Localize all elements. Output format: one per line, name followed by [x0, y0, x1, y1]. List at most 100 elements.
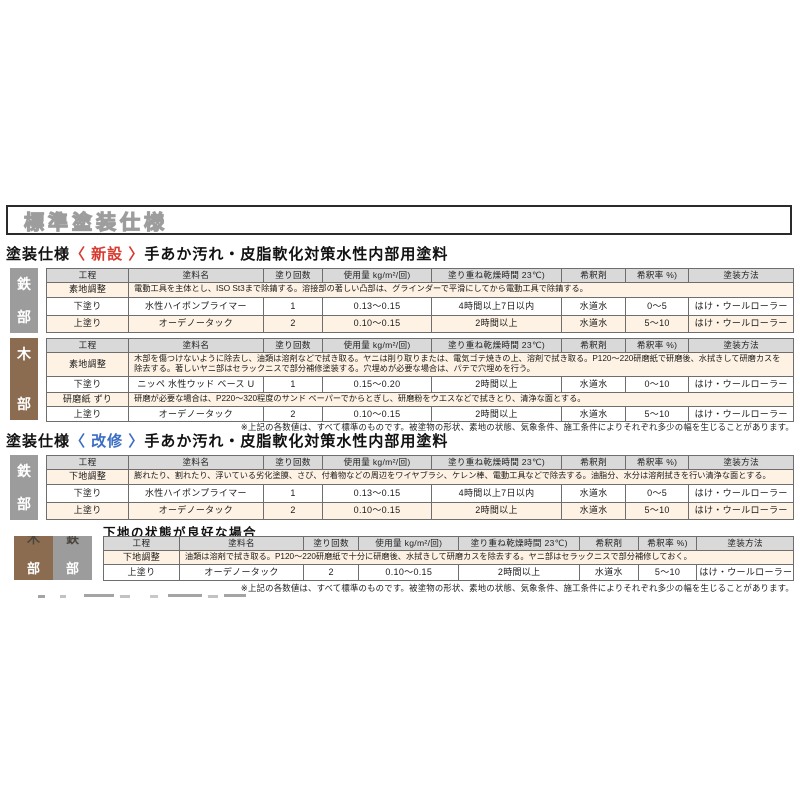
cell-diluent: 水道水	[561, 406, 626, 423]
cell-method: はけ・ウールローラー	[688, 483, 794, 503]
cell-dry-time: 2時間以上	[458, 563, 581, 581]
side-label-char-clipped: 木	[26, 536, 40, 546]
column-header: 塗り回数	[262, 338, 324, 353]
cell-dilution-rate: 5～10	[624, 314, 690, 333]
column-header: 塗り回数	[262, 268, 324, 283]
cell-dry-time: 2時間以上	[430, 314, 563, 333]
section-tag-renovation: 〈 改修 〉	[70, 433, 145, 450]
cell-dilution-rate: 0～10	[624, 376, 690, 394]
section-heading-renovation: 塗装仕様〈 改修 〉手あか汚れ・皮脂軟化対策水性内部用塗料	[6, 430, 448, 451]
cell-sanding-desc: 研磨が必要な場合は、P220～320程度のサンド ペーパーでからとぎし、研磨粉を…	[128, 392, 794, 408]
cell-dilution-rate: 0～5	[624, 296, 690, 316]
cell-dry-time: 2時間以上	[430, 501, 563, 520]
side-label-char: 部	[65, 561, 79, 576]
cell-paint: 水性ハイポンプライマー	[128, 483, 264, 503]
cell-coats: 2	[303, 563, 360, 581]
section-heading-new: 塗装仕様〈 新設 〉手あか汚れ・皮脂軟化対策水性内部用塗料	[6, 243, 448, 264]
cell-coats: 2	[262, 406, 324, 423]
cell-diluent: 水道水	[579, 563, 639, 581]
standard-spec-banner: 標準塗装仕様	[6, 205, 792, 235]
cell-dilution-rate: 5～10	[624, 501, 690, 520]
cell-diluent: 水道水	[561, 376, 626, 394]
cell-usage: 0.15～0.20	[322, 376, 432, 394]
cell-process: 上塗り	[45, 314, 130, 333]
cell-usage: 0.10～0.15	[322, 314, 432, 333]
column-header: 使用量 kg/m²/回)	[322, 455, 432, 470]
standard-values-note: ※上記の各数値は、すべて標準のものです。被塗物の形状、素地の状態、気象条件、施工…	[240, 583, 794, 593]
section-tag-new: 〈 新設 〉	[70, 246, 145, 263]
column-header: 希釈率 %)	[624, 455, 690, 470]
column-header: 塗装方法	[696, 536, 794, 551]
column-header: 塗り重ね乾燥時間 23℃)	[430, 268, 563, 283]
spec-table-wood-new: 工程 塗料名 塗り回数 使用量 kg/m²/回) 塗り重ね乾燥時間 23℃) 希…	[45, 338, 794, 423]
cell-paint: 水性ハイポンプライマー	[128, 296, 264, 316]
cell-paint: オーデノータック	[128, 406, 264, 423]
side-label-iron: 鉄 部	[53, 536, 92, 580]
cell-paint: オーデノータック	[128, 501, 264, 520]
cell-method: はけ・ウールローラー	[688, 406, 794, 423]
side-label-iron-renovation: 鉄 部	[10, 455, 38, 520]
column-header: 工程	[45, 268, 130, 283]
cell-diluent: 水道水	[561, 501, 626, 520]
column-header: 工程	[45, 338, 130, 353]
cell-process: 下地調整	[45, 468, 130, 485]
side-label-wood: 木 部	[14, 536, 53, 580]
side-label-wood-iron-good: 木 部 鉄 部	[14, 536, 92, 580]
cell-dry-time: 4時間以上7日以内	[430, 296, 563, 316]
cell-paint: オーデノータック	[178, 563, 305, 581]
column-header: 塗装方法	[688, 338, 794, 353]
cell-dry-time: 2時間以上	[430, 406, 563, 423]
cell-usage: 0.13～0.15	[322, 296, 432, 316]
cell-method: はけ・ウールローラー	[688, 296, 794, 316]
spec-table-good-condition: 工程 塗料名 塗り回数 使用量 kg/m²/回) 塗り重ね乾燥時間 23℃) 希…	[103, 536, 795, 581]
cell-diluent: 水道水	[561, 314, 626, 333]
cell-usage: 0.10～0.15	[322, 406, 432, 423]
cell-process: 素地調整	[45, 281, 130, 298]
cell-surface-prep-desc: 膨れたり、割れたり、浮いている劣化塗膜、さび、付着物などの周辺をワイヤブラシ、ケ…	[128, 468, 794, 485]
side-label-wood-new: 木 部	[10, 338, 38, 420]
cell-method: はけ・ウールローラー	[688, 314, 794, 333]
cell-usage: 0.10～0.15	[358, 563, 460, 581]
column-header: 塗装方法	[688, 455, 794, 470]
cell-paint: オーデノータック	[128, 314, 264, 333]
cell-method: はけ・ウールローラー	[688, 376, 794, 394]
cell-diluent: 水道水	[561, 483, 626, 503]
column-header: 塗り回数	[303, 536, 360, 551]
cell-process: 下地調整	[103, 549, 180, 565]
cell-surface-prep-desc: 木部を傷つけないように除去し、油類は溶剤などで拭き取る。ヤニは削り取りまたは、電…	[128, 351, 794, 378]
cell-dilution-rate: 0～5	[624, 483, 690, 503]
cell-process: 素地調整	[45, 351, 130, 378]
side-label-iron-new: 鉄 部	[10, 268, 38, 333]
section-prefix: 塗装仕様	[6, 433, 71, 450]
side-label-char: 鉄	[17, 276, 31, 292]
column-header: 希釈剤	[579, 536, 639, 551]
cell-method: はけ・ウールローラー	[696, 563, 794, 581]
column-header: 希釈率 %)	[624, 338, 690, 353]
cell-dilution-rate: 5～10	[624, 406, 690, 423]
side-label-char: 部	[17, 396, 31, 412]
column-header: 希釈剤	[561, 268, 626, 283]
cell-process: 上塗り	[103, 563, 180, 581]
column-header: 希釈剤	[561, 455, 626, 470]
column-header: 塗り重ね乾燥時間 23℃)	[430, 455, 563, 470]
column-header: 塗料名	[128, 455, 264, 470]
column-header: 工程	[103, 536, 180, 551]
cell-surface-prep-desc: 電動工具を主体とし、ISO St3まで除錆する。溶接部の著しい凸部は、グラインダ…	[128, 281, 794, 298]
cell-dry-time: 2時間以上	[430, 376, 563, 394]
cell-usage: 0.13～0.15	[322, 483, 432, 503]
side-label-char: 部	[26, 561, 40, 576]
cell-coats: 1	[262, 296, 324, 316]
column-header: 使用量 kg/m²/回)	[358, 536, 460, 551]
cell-method: はけ・ウールローラー	[688, 501, 794, 520]
cell-process: 下塗り	[45, 483, 130, 503]
section-title: 手あか汚れ・皮脂軟化対策水性内部用塗料	[144, 246, 449, 263]
column-header: 希釈剤	[561, 338, 626, 353]
spec-table-iron-new: 工程 塗料名 塗り回数 使用量 kg/m²/回) 塗り重ね乾燥時間 23℃) 希…	[45, 268, 794, 333]
column-header: 使用量 kg/m²/回)	[322, 338, 432, 353]
cell-paint: ニッペ 水性ウッド ベース U	[128, 376, 264, 394]
cell-diluent: 水道水	[561, 296, 626, 316]
cell-process: 研磨紙 ずり	[45, 392, 130, 408]
cell-surface-prep-desc: 油類は溶剤で拭き取る。P120～220研磨紙で十分に研磨後、水拭きして研磨カスを…	[178, 549, 795, 565]
column-header: 希釈率 %)	[637, 536, 698, 551]
